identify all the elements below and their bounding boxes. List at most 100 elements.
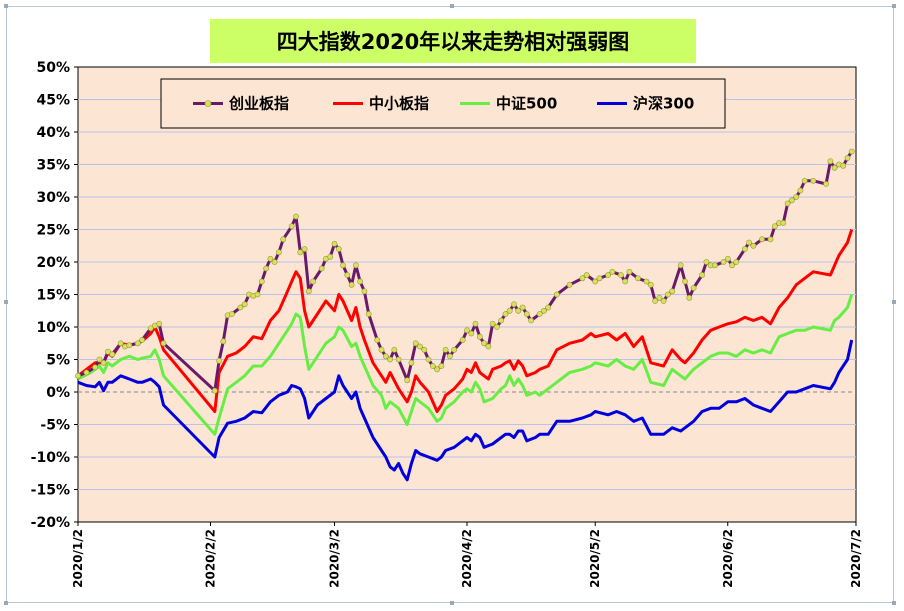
data-point bbox=[699, 272, 705, 278]
data-point bbox=[656, 294, 663, 301]
legend-marker bbox=[204, 100, 212, 107]
data-point bbox=[293, 213, 299, 220]
data-point bbox=[310, 278, 316, 285]
data-point bbox=[446, 353, 453, 360]
data-point bbox=[797, 187, 804, 194]
data-point bbox=[254, 291, 261, 298]
data-point bbox=[216, 357, 222, 364]
data-point bbox=[156, 320, 163, 327]
data-point bbox=[357, 278, 363, 285]
resize-handle-left[interactable] bbox=[4, 300, 8, 304]
data-point bbox=[464, 327, 470, 334]
data-point bbox=[117, 340, 124, 347]
data-point bbox=[147, 325, 154, 332]
series-line-2 bbox=[77, 294, 854, 436]
data-point bbox=[297, 249, 304, 256]
data-point bbox=[523, 311, 530, 317]
data-point bbox=[801, 177, 808, 184]
data-point bbox=[545, 304, 552, 311]
data-point bbox=[75, 372, 81, 379]
data-point bbox=[241, 301, 248, 308]
data-point bbox=[382, 353, 389, 360]
resize-handle-right[interactable] bbox=[892, 300, 896, 304]
data-point bbox=[823, 181, 829, 187]
data-point bbox=[134, 340, 141, 347]
data-point bbox=[267, 255, 274, 262]
data-point bbox=[305, 288, 312, 295]
resize-handle-bottom-right[interactable] bbox=[892, 601, 896, 605]
data-point bbox=[468, 330, 475, 337]
data-point bbox=[848, 148, 855, 155]
y-tick-label: 0% bbox=[46, 385, 70, 401]
data-point bbox=[489, 320, 496, 327]
data-point bbox=[378, 346, 385, 353]
data-point bbox=[105, 348, 111, 355]
data-point bbox=[626, 268, 633, 275]
data-point bbox=[472, 320, 479, 327]
data-point bbox=[528, 317, 534, 324]
data-point bbox=[263, 265, 269, 272]
data-point bbox=[605, 272, 611, 278]
data-point bbox=[335, 246, 342, 252]
data-point bbox=[434, 366, 440, 373]
data-point bbox=[536, 311, 543, 317]
x-tick-label: 2020/7/2 bbox=[849, 529, 863, 588]
y-tick-label: -5% bbox=[40, 418, 70, 434]
data-point bbox=[682, 278, 688, 285]
data-point bbox=[789, 197, 795, 204]
resize-handle-bottom-left[interactable] bbox=[4, 601, 8, 605]
data-point bbox=[96, 356, 103, 363]
data-point bbox=[720, 259, 727, 265]
data-point bbox=[515, 307, 522, 314]
data-point bbox=[759, 236, 765, 243]
data-point bbox=[506, 307, 513, 314]
data-point bbox=[511, 301, 517, 308]
data-point bbox=[408, 359, 415, 366]
y-tick-label: 30% bbox=[36, 190, 70, 206]
data-point bbox=[160, 340, 167, 347]
data-point bbox=[652, 298, 658, 304]
x-tick-label: 2020/3/2 bbox=[327, 529, 341, 588]
data-point bbox=[660, 298, 667, 304]
resize-handle-bottom[interactable] bbox=[450, 601, 454, 605]
data-point bbox=[771, 223, 778, 230]
data-point bbox=[596, 275, 603, 282]
data-point bbox=[451, 346, 458, 353]
data-point bbox=[301, 246, 308, 252]
data-point bbox=[502, 311, 509, 317]
data-point bbox=[677, 262, 684, 269]
legend-label: 中小板指 bbox=[369, 95, 429, 113]
data-point bbox=[481, 340, 487, 347]
x-tick-label: 2020/6/2 bbox=[721, 529, 735, 588]
resize-handle-top-left[interactable] bbox=[4, 4, 8, 8]
data-point bbox=[827, 158, 834, 165]
legend bbox=[160, 78, 726, 129]
data-point bbox=[780, 220, 787, 226]
data-point bbox=[618, 272, 624, 278]
data-point bbox=[493, 324, 500, 330]
resize-handle-top-right[interactable] bbox=[892, 4, 896, 8]
data-point bbox=[686, 294, 693, 301]
data-point bbox=[831, 164, 838, 171]
y-tick-label: 5% bbox=[46, 353, 70, 369]
data-point bbox=[395, 356, 402, 363]
y-tick-label: 10% bbox=[36, 320, 70, 336]
data-point bbox=[844, 155, 851, 161]
data-point bbox=[442, 346, 449, 353]
legend-label: 创业板指 bbox=[228, 95, 289, 113]
series-line-1 bbox=[77, 229, 854, 413]
data-point bbox=[318, 265, 325, 272]
data-point bbox=[374, 337, 381, 343]
data-point bbox=[729, 262, 735, 269]
resize-handle-top[interactable] bbox=[450, 4, 454, 8]
data-point bbox=[425, 356, 432, 363]
data-point bbox=[404, 377, 411, 384]
y-tick-label: 40% bbox=[36, 125, 70, 141]
data-point bbox=[421, 346, 428, 353]
data-point bbox=[92, 364, 98, 371]
y-tick-label: 35% bbox=[36, 158, 70, 174]
data-point bbox=[541, 307, 547, 314]
data-point bbox=[498, 317, 505, 324]
data-point bbox=[327, 253, 334, 260]
data-point bbox=[258, 278, 265, 285]
